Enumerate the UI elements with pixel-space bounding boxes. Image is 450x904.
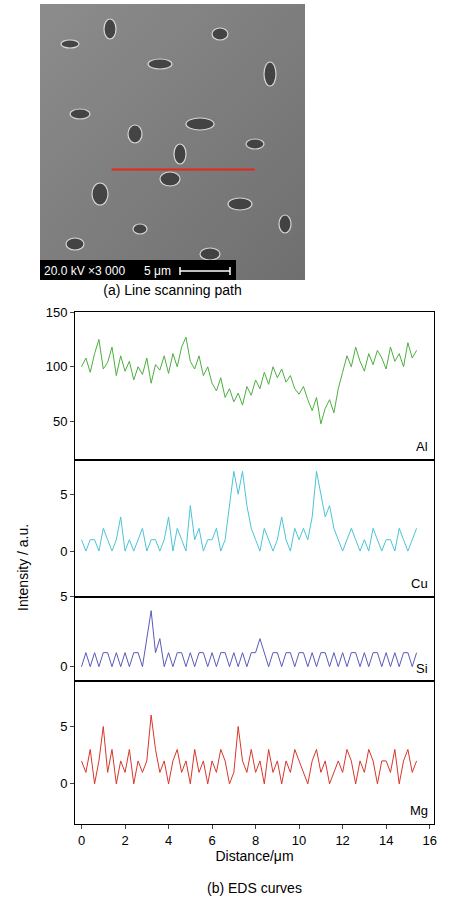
svg-text:100: 100 xyxy=(46,359,68,374)
svg-text:16: 16 xyxy=(422,833,436,848)
svg-text:Al: Al xyxy=(416,439,428,454)
svg-text:Cu: Cu xyxy=(411,576,428,591)
svg-text:150: 150 xyxy=(46,305,68,320)
svg-text:Intensity / a.u.: Intensity / a.u. xyxy=(15,524,31,611)
svg-text:Distance/μm: Distance/μm xyxy=(215,848,293,864)
svg-text:2: 2 xyxy=(121,833,128,848)
svg-text:12: 12 xyxy=(335,833,349,848)
svg-text:10: 10 xyxy=(292,833,306,848)
svg-text:Mg: Mg xyxy=(410,803,428,818)
svg-text:5 μm: 5 μm xyxy=(144,264,171,278)
svg-text:0: 0 xyxy=(60,544,67,559)
svg-text:20.0 kV ×3 000: 20.0 kV ×3 000 xyxy=(44,264,125,278)
svg-text:5: 5 xyxy=(60,589,67,604)
svg-text:Si: Si xyxy=(416,661,428,676)
svg-text:50: 50 xyxy=(53,414,67,429)
svg-text:14: 14 xyxy=(379,833,393,848)
svg-text:4: 4 xyxy=(165,833,172,848)
svg-text:(b) EDS curves: (b) EDS curves xyxy=(207,880,302,896)
svg-text:5: 5 xyxy=(60,487,67,502)
svg-text:5: 5 xyxy=(60,719,67,734)
svg-text:0: 0 xyxy=(60,776,67,791)
svg-text:0: 0 xyxy=(78,833,85,848)
svg-text:6: 6 xyxy=(208,833,215,848)
svg-text:8: 8 xyxy=(252,833,259,848)
svg-text:0: 0 xyxy=(60,659,67,674)
html-text:(a) Line scanning path: (a) Line scanning path xyxy=(103,282,242,298)
